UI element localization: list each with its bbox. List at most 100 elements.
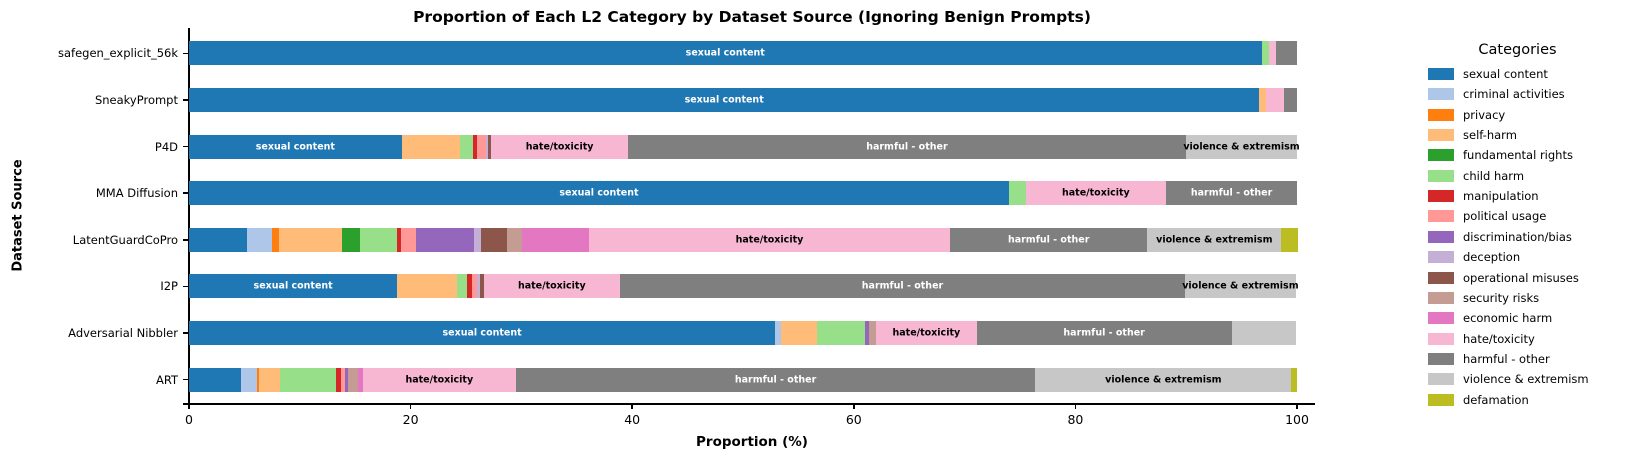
legend-swatch	[1428, 332, 1454, 345]
x-axis-spine	[183, 403, 1315, 405]
bar-segment-label: sexual content	[442, 327, 522, 339]
y-axis-spine	[188, 28, 190, 404]
bar-segment	[485, 134, 489, 159]
legend-swatch	[1428, 210, 1454, 223]
bar-segment	[480, 274, 484, 299]
bar-segment-label: harmful - other	[1063, 327, 1145, 339]
bar-row: sexual content	[189, 41, 1297, 66]
bar-segment-label: harmful - other	[866, 141, 948, 153]
x-tick-label: 20	[402, 412, 419, 427]
bar-row: hate/toxicity harmful - other violence & e…	[189, 367, 1297, 392]
legend-item: harmful - other	[1428, 349, 1550, 369]
bar-segment	[246, 227, 273, 252]
legend-item: criminal activities	[1428, 84, 1565, 104]
legend-item: violence & extremism	[1428, 369, 1589, 389]
bar-segment	[506, 227, 523, 252]
legend-label: manipulation	[1463, 189, 1539, 204]
legend-item: privacy	[1428, 105, 1505, 125]
y-tick-label: I2P	[160, 279, 178, 294]
bar-segment: violence & extremism	[1182, 274, 1299, 299]
y-tick	[183, 378, 188, 381]
y-tick-label: MMA Diffusion	[95, 186, 178, 201]
bar-segment: sexual content	[189, 274, 398, 299]
bar-segment-label: sexual content	[685, 47, 765, 59]
x-tick-label: 80	[1067, 412, 1084, 427]
legend-item: deception	[1428, 247, 1520, 267]
bar-segment	[256, 367, 259, 392]
bar-segment: harmful - other	[950, 227, 1148, 252]
legend-item: political usage	[1428, 206, 1546, 226]
bar-segment	[522, 227, 589, 252]
x-tick	[1296, 404, 1298, 409]
x-tick-label: 0	[185, 412, 193, 427]
legend-swatch	[1428, 373, 1454, 386]
bar-segment	[481, 227, 507, 252]
bar-segment-label: sexual content	[684, 94, 764, 106]
bar-segment	[1281, 227, 1298, 252]
legend-item: self-harm	[1428, 125, 1517, 145]
bar-segment	[457, 274, 468, 299]
bar-segment	[336, 367, 341, 392]
x-tick	[631, 404, 633, 409]
bar-row: hate/toxicity harmful - other violence & e…	[189, 227, 1298, 252]
bar-segment	[1275, 41, 1297, 66]
y-tick-label: SneakyPrompt	[94, 92, 178, 107]
bar-segment: harmful - other	[515, 367, 1036, 392]
y-tick-label: Adversarial Nibbler	[68, 326, 178, 341]
legend-label: operational misuses	[1463, 270, 1579, 285]
bar-segment	[473, 227, 482, 252]
bar-segment-label: sexual content	[253, 280, 333, 292]
bar-segment: hate/toxicity	[875, 321, 977, 346]
bar-segment	[1269, 41, 1276, 66]
legend-label: defamation	[1463, 392, 1529, 407]
y-tick	[183, 192, 188, 194]
bar-segment	[1008, 181, 1026, 206]
bar-segment	[817, 321, 865, 346]
legend-label: deception	[1463, 250, 1521, 265]
legend-swatch	[1428, 393, 1454, 406]
x-tick	[188, 404, 190, 409]
legend-item: operational misuses	[1428, 268, 1579, 288]
bar-row: sexual content	[189, 87, 1297, 112]
legend-swatch	[1428, 169, 1454, 182]
x-tick-label: 60	[845, 412, 862, 427]
legend-label: self-harm	[1463, 128, 1517, 143]
bar-segment-label: harmful - other	[1190, 187, 1273, 199]
bar-segment	[460, 134, 473, 159]
legend-swatch	[1428, 291, 1454, 304]
bar-segment	[477, 274, 481, 299]
legend-label: economic harm	[1463, 311, 1553, 326]
legend-swatch	[1428, 230, 1454, 243]
bar-segment	[488, 134, 492, 159]
y-tick	[183, 332, 188, 334]
y-tick-label: LatentGuardCoPro	[72, 232, 178, 247]
bar-segment	[416, 227, 474, 252]
legend-item: discrimination/bias	[1428, 227, 1572, 247]
x-tick-label: 40	[624, 412, 641, 427]
legend-title: Categories	[1478, 42, 1557, 58]
bar-segment: hate/toxicity	[1025, 181, 1167, 206]
bar-segment	[279, 367, 337, 392]
bar-segment	[345, 367, 349, 392]
chart-title: Proportion of Each L2 Category by Datase…	[413, 8, 1091, 26]
y-tick	[183, 285, 188, 288]
bar-segment	[189, 227, 247, 252]
bar-segment-label: sexual content	[559, 187, 639, 199]
bar-segment: harmful - other	[619, 274, 1186, 299]
bar-segment	[1265, 87, 1284, 112]
legend-item: manipulation	[1428, 186, 1539, 206]
legend-item: economic harm	[1428, 308, 1552, 328]
bar-segment	[780, 321, 818, 346]
bar-segment: hate/toxicity	[483, 274, 620, 299]
bar-segment: hate/toxicity	[362, 367, 516, 392]
bar-segment	[400, 227, 417, 252]
legend-label: harmful - other	[1463, 351, 1550, 366]
bar-segment-label: hate/toxicity	[525, 141, 594, 153]
bar-segment: harmful - other	[1166, 181, 1297, 206]
legend-swatch	[1428, 68, 1454, 80]
bar-segment: sexual content	[189, 41, 1262, 66]
legend-label: hate/toxicity	[1463, 331, 1535, 346]
y-tick	[183, 99, 188, 101]
legend-label: privacy	[1463, 107, 1506, 122]
